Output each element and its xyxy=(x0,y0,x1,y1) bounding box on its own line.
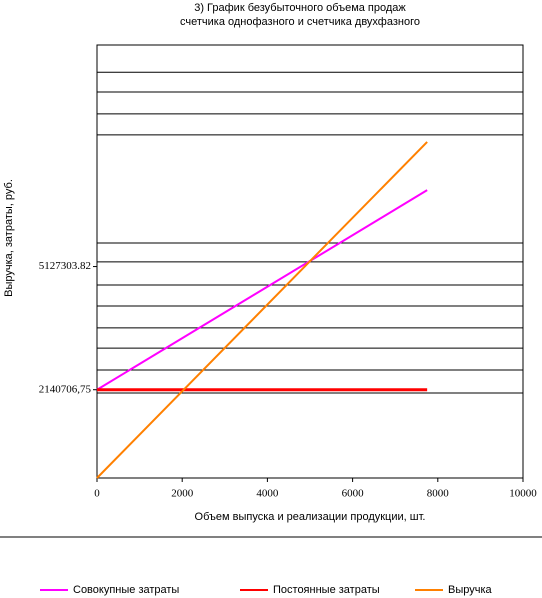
legend-label: Совокупные затраты xyxy=(73,584,179,596)
legend-label: Постоянные затраты xyxy=(273,584,380,596)
series-line xyxy=(96,189,428,391)
x-tick-label: 0 xyxy=(94,488,100,500)
x-tick-label: 4000 xyxy=(256,488,279,500)
y-tick-label: 5127303.82 xyxy=(39,260,91,272)
x-tick-label: 8000 xyxy=(427,488,450,500)
legend-label: Выручка xyxy=(448,584,493,596)
x-axis-label: Объем выпуска и реализации продукции, шт… xyxy=(195,511,426,523)
chart-title: 3) График безубыточного объема продаж xyxy=(194,2,406,14)
x-tick-label: 10000 xyxy=(509,488,537,500)
series-line xyxy=(96,141,428,479)
y-axis-label: Выручка, затраты, руб. xyxy=(3,179,15,297)
chart-subtitle: счетчика однофазного и счетчика двухфазн… xyxy=(180,16,420,28)
x-tick-label: 6000 xyxy=(342,488,365,500)
x-tick-label: 2000 xyxy=(171,488,194,500)
y-tick-label: 2140706,75 xyxy=(39,383,92,395)
